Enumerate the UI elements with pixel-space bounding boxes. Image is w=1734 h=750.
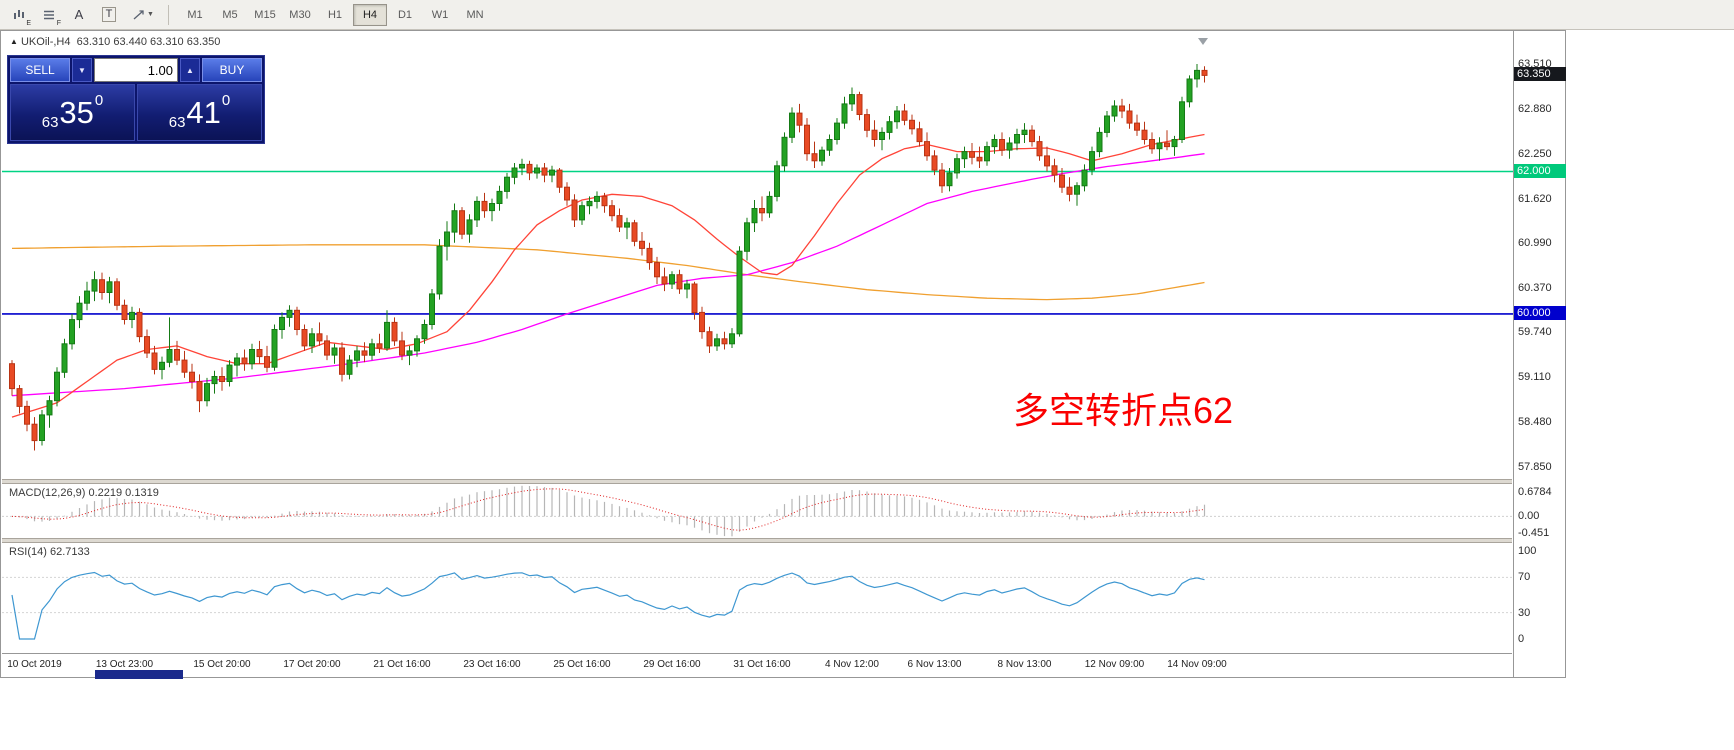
chevron-down-icon: ▼ [147, 11, 154, 18]
price-axis-tick: 100 [1518, 545, 1537, 557]
time-axis-label: 31 Oct 16:00 [733, 659, 791, 670]
text-tool-icon: A [74, 7, 84, 22]
candlestick-chart[interactable] [2, 32, 1513, 479]
timeframe-button-mn[interactable]: MN [466, 8, 484, 21]
rsi-label: RSI(14) 62.7133 [9, 546, 90, 558]
one-click-trading-panel: SELL ▼ ▲ BUY 63 35 0 63 41 0 [7, 55, 265, 144]
price-axis-tick: 30 [1518, 606, 1531, 619]
badge-e: E [26, 19, 31, 27]
trendline-icon [133, 9, 144, 19]
macd-indicator-chart[interactable] [2, 484, 1513, 538]
volume-input[interactable] [94, 58, 178, 82]
taskbar-fragment [95, 670, 183, 679]
symbol-ohlc-header: ▲ UKOil-,H4 63.310 63.440 63.310 63.350 [10, 36, 220, 48]
time-axis-label: 21 Oct 16:00 [373, 659, 431, 670]
price-axis-tick: 63.510 [1518, 58, 1552, 71]
line-studies-button[interactable]: ▼ [125, 3, 161, 27]
time-axis-label: 13 Oct 23:00 [95, 659, 154, 670]
time-axis-label: 14 Nov 09:00 [1167, 659, 1227, 670]
timeframe-button-h4[interactable]: H4 [353, 3, 387, 26]
chart-f-button[interactable]: F [35, 3, 63, 27]
chart-e-button[interactable]: E [5, 3, 33, 27]
timeframe-button-m1[interactable]: M1 [187, 8, 203, 21]
price-axis-tick: 0.6784 [1518, 486, 1552, 498]
price-axis-tick: 61.620 [1518, 192, 1552, 205]
price-level-label: 62.000 [1514, 163, 1566, 178]
time-axis[interactable]: 10 Oct 2019 13 Oct 23:00 15 Oct 20:00 17 Oc… [2, 653, 1512, 677]
timeframe-button-m5[interactable]: M5 [222, 8, 238, 21]
time-axis-label: 6 Nov 13:00 [907, 659, 962, 670]
ohlc-values: 63.310 63.440 63.310 63.350 [76, 36, 221, 48]
sell-button[interactable]: SELL [10, 58, 70, 82]
time-axis-label: 15 Oct 20:00 [193, 659, 251, 670]
volume-decrease-button[interactable]: ▼ [72, 58, 92, 82]
price-axis-tick: -0.451 [1518, 527, 1550, 539]
price-axis-tick: 62.880 [1518, 102, 1552, 115]
price-axis-tick: 0 [1518, 633, 1525, 645]
price-axis-tick: 57.850 [1518, 460, 1552, 473]
pane-splitter[interactable] [2, 538, 1512, 543]
price-axis-tick: 60.990 [1518, 237, 1552, 250]
price-axis-tick: 62.250 [1518, 147, 1552, 160]
time-axis-label: 8 Nov 13:00 [997, 659, 1052, 670]
pane-splitter[interactable] [2, 479, 1512, 484]
price-axis-separator [1513, 31, 1514, 677]
symbol-marker-icon: ▲ [10, 37, 18, 46]
timeframe-button-h1[interactable]: H1 [327, 8, 343, 21]
rsi-indicator-chart[interactable] [2, 543, 1513, 653]
sell-price-display[interactable]: 63 35 0 [10, 84, 135, 141]
candlestick-chart-icon [14, 9, 24, 19]
timeframe-group: M1 M5 M15 M30 H1 H4 D1 W1 MN [178, 3, 492, 26]
price-level-label: 63.350 [1514, 67, 1566, 82]
toolbar: E F A T ▼ M1 M5 M15 M30 H1 H4 D1 W1 MN [0, 0, 1734, 30]
buy-price-int: 63 [168, 114, 186, 131]
timeframe-button-w1[interactable]: W1 [431, 8, 449, 21]
label-tool-button[interactable]: T [95, 3, 123, 27]
label-tool-icon: T [101, 7, 117, 22]
price-axis-tick: 59.110 [1518, 371, 1551, 384]
timeframe-button-m30[interactable]: M30 [289, 8, 311, 21]
badge-f: F [56, 19, 61, 27]
chart-area: ▲ UKOil-,H4 63.310 63.440 63.310 63.350 … [0, 30, 1566, 678]
sell-price-point: 0 [94, 92, 104, 109]
sell-price-pips: 35 [59, 95, 94, 130]
price-axis-tick: 58.480 [1518, 416, 1552, 429]
symbol-name: UKOil-,H4 [20, 36, 71, 48]
macd-label: MACD(12,26,9) 0.2219 0.1319 [9, 487, 159, 499]
buy-price-point: 0 [221, 92, 231, 109]
timeframe-button-d1[interactable]: D1 [397, 8, 413, 21]
time-axis-label: 12 Nov 09:00 [1084, 659, 1145, 670]
text-tool-button[interactable]: A [65, 3, 93, 27]
chart-shift-marker-icon [1198, 38, 1208, 45]
time-axis-label: 4 Nov 12:00 [825, 659, 879, 670]
price-axis-tick: 60.370 [1518, 281, 1552, 294]
time-axis-label: 17 Oct 20:00 [283, 659, 341, 670]
price-axis-tick: 59.740 [1518, 326, 1552, 339]
time-axis-label: 29 Oct 16:00 [643, 659, 701, 670]
toolbar-separator [168, 4, 169, 25]
time-axis-label: 25 Oct 16:00 [553, 659, 611, 670]
timeframe-button-m15[interactable]: M15 [254, 8, 276, 21]
price-axis-tick: 0.00 [1518, 510, 1540, 523]
buy-button[interactable]: BUY [202, 58, 262, 82]
sell-price-int: 63 [41, 114, 59, 131]
buy-price-display[interactable]: 63 41 0 [137, 84, 262, 141]
price-axis-tick: 70 [1518, 571, 1531, 584]
time-axis-label: 23 Oct 16:00 [463, 659, 521, 670]
time-axis-label: 10 Oct 2019 [7, 659, 62, 670]
lines-list-icon [44, 10, 54, 19]
price-level-label: 60.000 [1514, 305, 1566, 320]
volume-increase-button[interactable]: ▲ [180, 58, 200, 82]
chart-text-annotation: 多空转折点62 [1013, 390, 1234, 431]
buy-price-pips: 41 [186, 95, 221, 130]
